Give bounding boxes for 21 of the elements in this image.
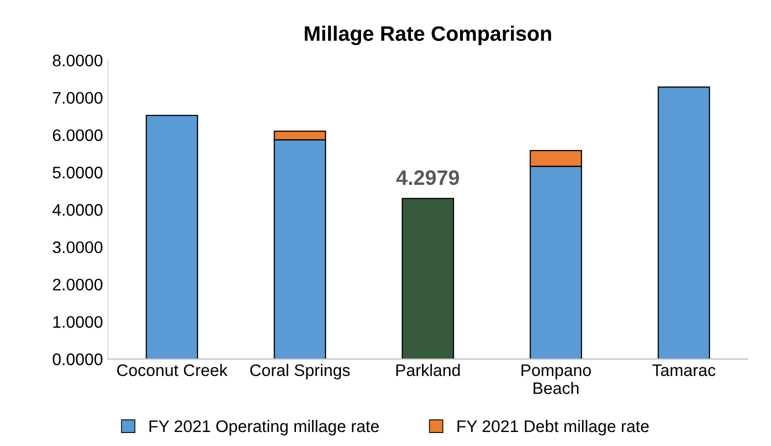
x-tick-label: Coconut Creek: [117, 364, 228, 376]
chart-title: Millage Rate Comparison: [304, 26, 552, 46]
bar: [658, 86, 710, 360]
x-tick-label: Coral Springs: [250, 364, 350, 380]
y-tick-label: 6.0000: [52, 129, 102, 142]
x-tick-label: Parkland: [396, 364, 460, 376]
data-label: 4.2979: [396, 170, 459, 186]
y-tick-label: 4.0000: [52, 204, 102, 216]
legend-label: FY 2021 Operating millage rate: [150, 420, 379, 436]
y-tick-label: 0.0000: [52, 353, 102, 366]
x-tick-label: Pompano Beach: [522, 364, 591, 394]
bar: [402, 198, 454, 360]
y-tick-label: 3.0000: [52, 241, 102, 254]
bar: [146, 114, 198, 360]
y-tick-label: 5.0000: [52, 166, 102, 178]
y-tick-label: 7.0000: [52, 92, 102, 104]
y-tick-label: 2.0000: [52, 278, 102, 291]
x-tick-label: Tamarac: [652, 364, 716, 376]
y-tick-label: 1.0000: [53, 316, 102, 328]
y-tick-label: 8.0000: [52, 54, 102, 66]
legend-label: FY 2021 Debt millage rate: [458, 420, 649, 436]
